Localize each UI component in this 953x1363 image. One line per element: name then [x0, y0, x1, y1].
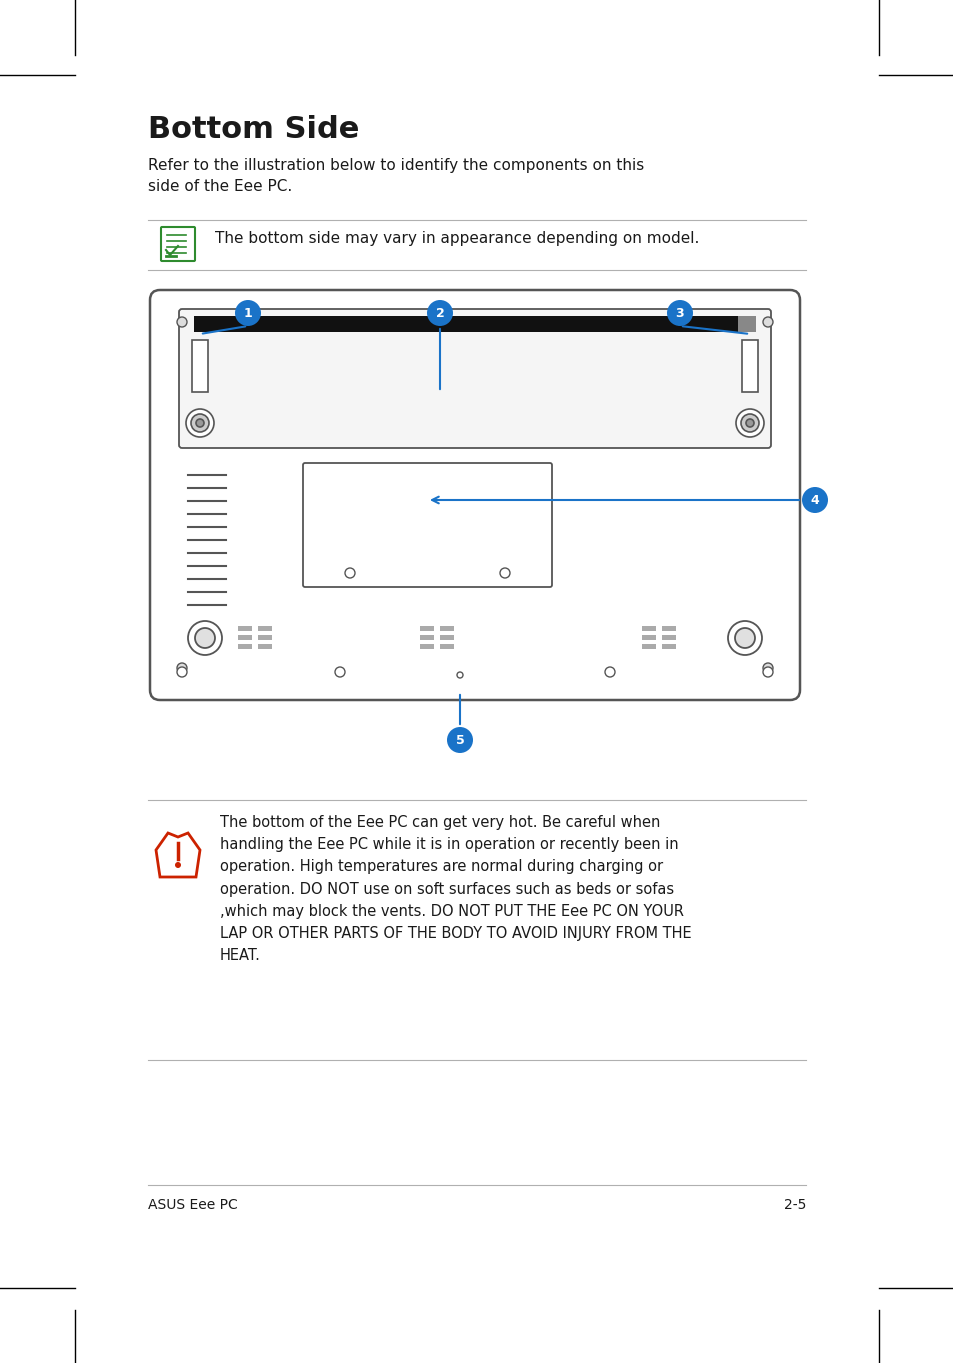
- Circle shape: [174, 861, 181, 868]
- Bar: [419, 635, 434, 641]
- Bar: [192, 339, 208, 393]
- Text: 5: 5: [456, 733, 464, 747]
- Circle shape: [762, 662, 772, 673]
- Circle shape: [604, 667, 615, 677]
- Text: 3: 3: [675, 307, 683, 319]
- Circle shape: [191, 414, 209, 432]
- Circle shape: [734, 628, 754, 647]
- Bar: [419, 626, 434, 631]
- Text: The bottom side may vary in appearance depending on model.: The bottom side may vary in appearance d…: [214, 230, 699, 245]
- Circle shape: [745, 418, 753, 427]
- Bar: [193, 316, 755, 333]
- Bar: [641, 626, 656, 631]
- FancyBboxPatch shape: [303, 463, 552, 587]
- FancyBboxPatch shape: [150, 290, 800, 701]
- Circle shape: [735, 409, 763, 438]
- Bar: [738, 316, 755, 333]
- Bar: [257, 626, 272, 631]
- Bar: [439, 635, 454, 641]
- Circle shape: [666, 300, 692, 326]
- Text: Refer to the illustration below to identify the components on this
side of the E: Refer to the illustration below to ident…: [148, 158, 643, 194]
- Bar: [661, 635, 676, 641]
- Circle shape: [177, 667, 187, 677]
- Text: 2: 2: [436, 307, 444, 319]
- Circle shape: [177, 662, 187, 673]
- FancyBboxPatch shape: [161, 228, 194, 260]
- Bar: [257, 635, 272, 641]
- Polygon shape: [156, 833, 200, 876]
- Bar: [641, 635, 656, 641]
- Circle shape: [762, 318, 772, 327]
- Circle shape: [195, 418, 204, 427]
- Bar: [419, 643, 434, 649]
- Circle shape: [456, 672, 462, 677]
- Bar: [641, 643, 656, 649]
- Circle shape: [499, 568, 510, 578]
- Circle shape: [447, 726, 473, 752]
- Bar: [439, 643, 454, 649]
- Circle shape: [186, 409, 213, 438]
- Circle shape: [177, 318, 187, 327]
- Circle shape: [427, 300, 453, 326]
- Text: ASUS Eee PC: ASUS Eee PC: [148, 1198, 237, 1212]
- Bar: [661, 643, 676, 649]
- Bar: [237, 643, 252, 649]
- Circle shape: [727, 622, 761, 656]
- Bar: [237, 635, 252, 641]
- Text: Bottom Side: Bottom Side: [148, 114, 359, 144]
- Circle shape: [740, 414, 759, 432]
- Text: 4: 4: [810, 493, 819, 507]
- Circle shape: [188, 622, 222, 656]
- Circle shape: [801, 487, 827, 512]
- Text: The bottom of the Eee PC can get very hot. Be careful when
handling the Eee PC w: The bottom of the Eee PC can get very ho…: [220, 815, 691, 964]
- Circle shape: [345, 568, 355, 578]
- Bar: [439, 626, 454, 631]
- Bar: [257, 643, 272, 649]
- Circle shape: [762, 667, 772, 677]
- Bar: [237, 626, 252, 631]
- Circle shape: [234, 300, 261, 326]
- Text: 1: 1: [243, 307, 253, 319]
- Circle shape: [335, 667, 345, 677]
- Text: 2-5: 2-5: [782, 1198, 805, 1212]
- Bar: [661, 626, 676, 631]
- FancyBboxPatch shape: [179, 309, 770, 448]
- Bar: [741, 339, 758, 393]
- Circle shape: [194, 628, 214, 647]
